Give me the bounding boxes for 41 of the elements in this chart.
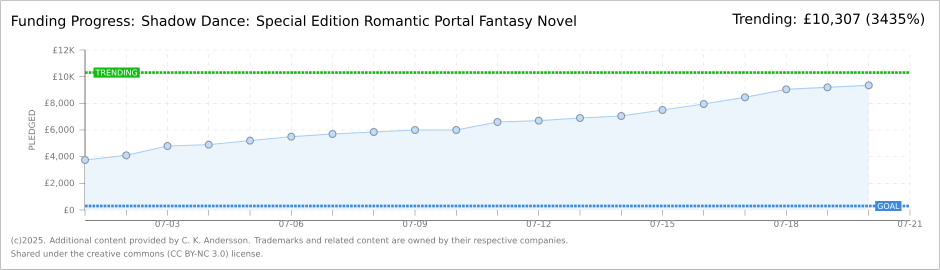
text: (c)2025. Additional content provided by C. K. Andersson. Trademarks and related content are owned by their respective companies. [11,236,568,246]
point [700,100,708,108]
x-tick-label: 07-09 [402,220,427,227]
x-tick-label: 07-06 [279,220,304,227]
point [246,136,254,145]
point [164,142,172,150]
point [81,156,90,164]
y-tick-label: £8,000 [44,100,74,108]
x-tick-label: 07-03 [155,220,180,227]
point [328,130,337,138]
point [370,128,378,136]
point [740,93,749,102]
text: Shared under the creative commons (CC BY-NC 3.0) license. [11,250,262,258]
ref-line-label: GOAL [878,202,900,210]
point [122,151,130,160]
point [782,85,790,94]
point [658,106,666,114]
point [864,81,873,90]
ref-line-label: TRENDING [96,70,138,76]
point [494,118,502,126]
x-tick-label: 07-12 [526,220,550,227]
y-tick-label: £6,000 [44,126,74,134]
point [534,116,543,125]
point [411,126,420,134]
point [204,140,213,149]
chart-title: Funding Progress: Shadow Dance: Special Edition Romantic Portal Fantasy Novel [12,15,576,29]
point [452,126,460,134]
y-tick-label: £2,000 [44,180,74,188]
text: Trending: £10,307 (3435%) [732,13,924,27]
point [617,112,626,120]
y-tick-label: £4,000 [44,152,74,160]
point [287,132,296,141]
y-tick-label: £0 [64,206,74,214]
x-tick-label: 07-15 [650,220,674,227]
y-tick-label: £12K [52,46,75,54]
x-tick-label: 07-21 [898,220,922,227]
point [576,114,584,122]
y-axis-title: PLEDGED [28,110,36,150]
y-tick-label: £10K [52,73,75,80]
point [823,83,832,92]
x-tick-label: 07-18 [774,220,798,227]
